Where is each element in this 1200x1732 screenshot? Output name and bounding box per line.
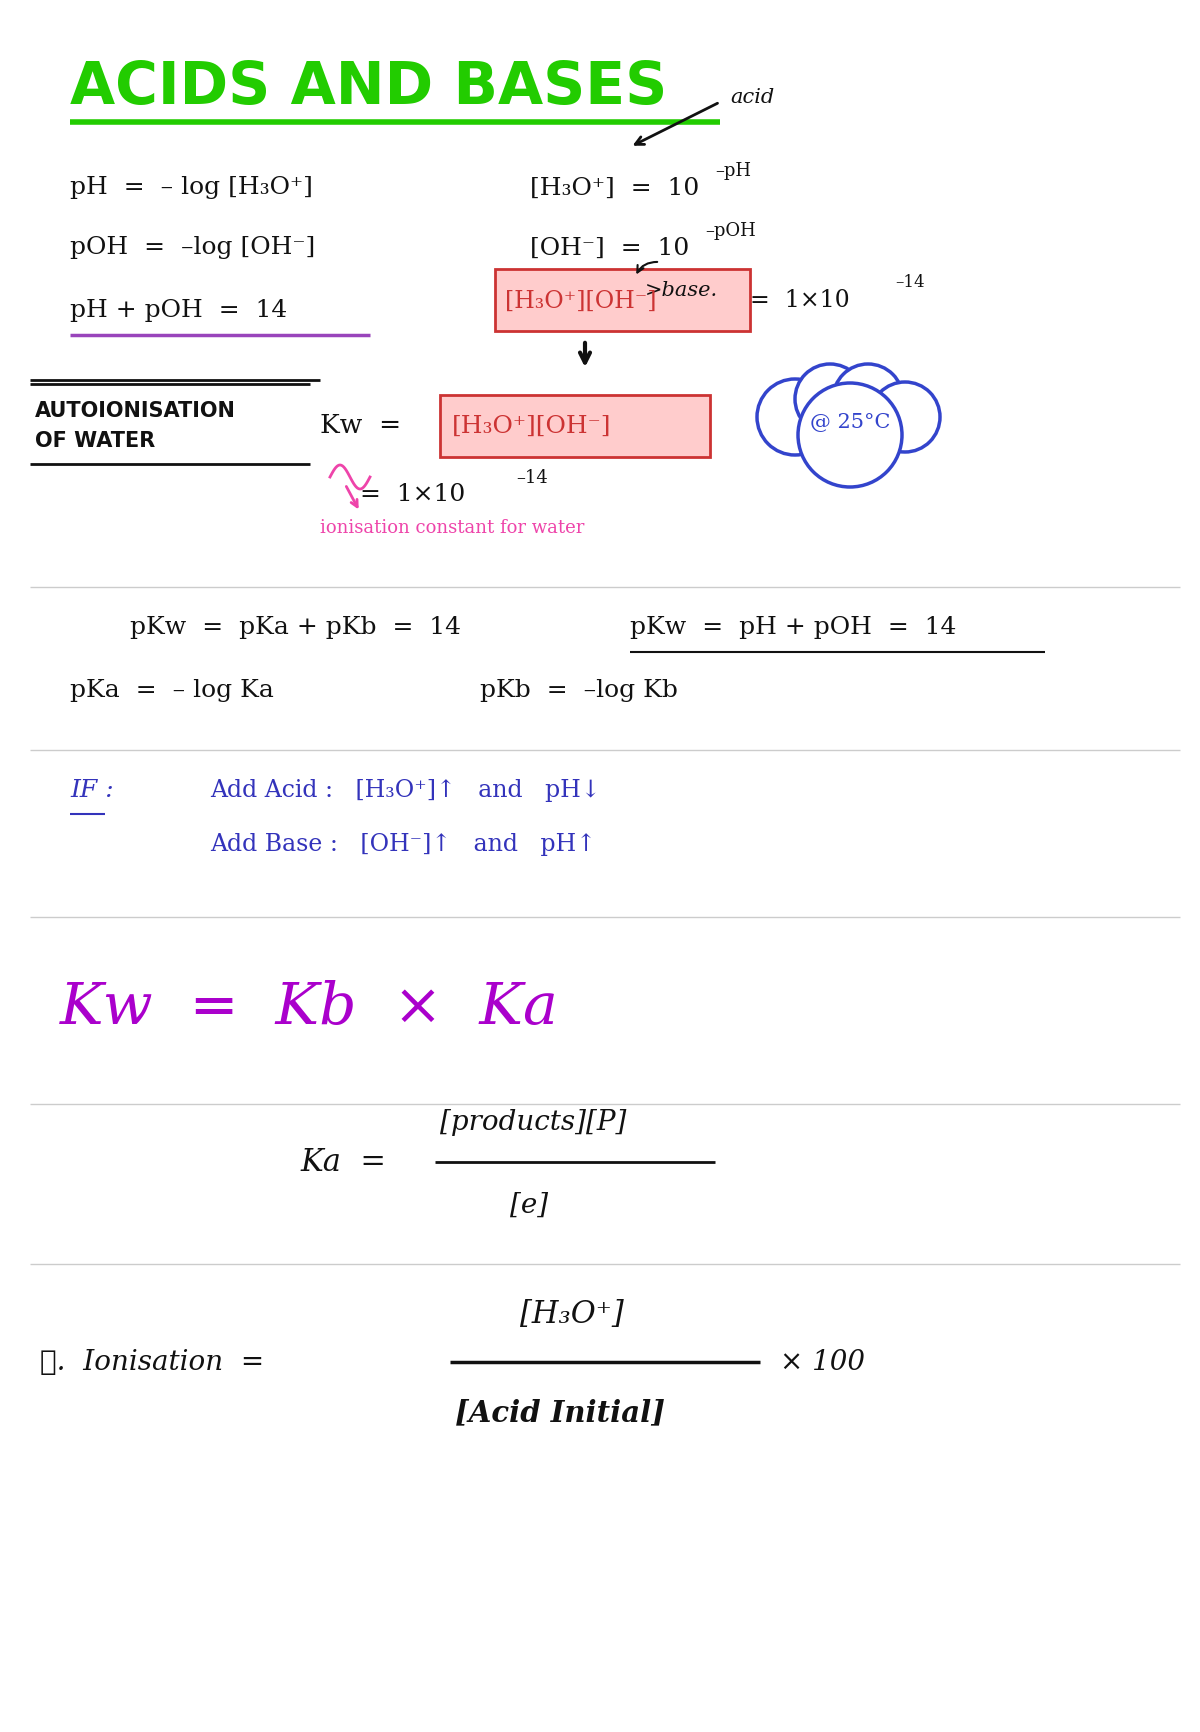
Text: [H₃O⁺]  =  10: [H₃O⁺] = 10 xyxy=(530,177,700,199)
Text: [H₃O⁺][OH⁻]: [H₃O⁺][OH⁻] xyxy=(452,414,612,436)
Circle shape xyxy=(870,383,940,452)
Text: pKw  =  pKa + pKb  =  14: pKw = pKa + pKb = 14 xyxy=(130,617,461,639)
Text: [Acid Initial]: [Acid Initial] xyxy=(455,1398,665,1427)
Text: Add Acid :   [H₃O⁺]↑   and   pH↓: Add Acid : [H₃O⁺]↑ and pH↓ xyxy=(210,779,600,802)
Text: Ka  =: Ka = xyxy=(300,1147,386,1178)
Text: × 100: × 100 xyxy=(780,1349,865,1375)
Text: –14: –14 xyxy=(516,469,547,487)
Text: acid: acid xyxy=(730,88,774,107)
FancyBboxPatch shape xyxy=(440,397,710,457)
Text: >base.: >base. xyxy=(646,281,718,300)
Text: [products][P]: [products][P] xyxy=(440,1108,626,1136)
Text: [H₃O⁺]: [H₃O⁺] xyxy=(520,1299,624,1330)
Text: pH  =  – log [H₃O⁺]: pH = – log [H₃O⁺] xyxy=(70,177,313,199)
Circle shape xyxy=(798,385,902,488)
Text: =  1×10: = 1×10 xyxy=(360,483,466,506)
Text: –pH: –pH xyxy=(715,161,751,180)
Text: ionisation constant for water: ionisation constant for water xyxy=(320,518,584,537)
Text: pH + pOH  =  14: pH + pOH = 14 xyxy=(70,300,287,322)
Circle shape xyxy=(833,365,904,435)
Text: [e]: [e] xyxy=(510,1192,548,1218)
Text: pKb  =  –log Kb: pKb = –log Kb xyxy=(480,679,678,701)
Text: @ 25°C: @ 25°C xyxy=(810,414,890,433)
Text: Kw  =: Kw = xyxy=(320,414,401,438)
Text: Add Base :   [OH⁻]↑   and   pH↑: Add Base : [OH⁻]↑ and pH↑ xyxy=(210,833,596,856)
Circle shape xyxy=(796,365,865,435)
Text: pOH  =  –log [OH⁻]: pOH = –log [OH⁻] xyxy=(70,236,316,260)
FancyBboxPatch shape xyxy=(496,270,750,333)
Text: ACIDS AND BASES: ACIDS AND BASES xyxy=(70,59,667,116)
Text: =  1×10: = 1×10 xyxy=(750,289,850,312)
Text: IF :: IF : xyxy=(70,779,114,802)
Text: –14: –14 xyxy=(895,274,925,291)
Text: –pOH: –pOH xyxy=(706,222,756,239)
Text: pKa  =  – log Ka: pKa = – log Ka xyxy=(70,679,274,701)
Text: OF WATER: OF WATER xyxy=(35,431,155,450)
Text: [OH⁻]  =  10: [OH⁻] = 10 xyxy=(530,236,689,260)
Text: AUTOIONISATION: AUTOIONISATION xyxy=(35,400,236,421)
Circle shape xyxy=(757,379,833,456)
Text: pKw  =  pH + pOH  =  14: pKw = pH + pOH = 14 xyxy=(630,617,956,639)
Text: Kw  =  Kb  ×  Ka: Kw = Kb × Ka xyxy=(60,979,559,1036)
Text: ∴.  Ionisation  =: ∴. Ionisation = xyxy=(40,1349,264,1375)
Text: [H₃O⁺][OH⁻]: [H₃O⁺][OH⁻] xyxy=(505,289,656,312)
